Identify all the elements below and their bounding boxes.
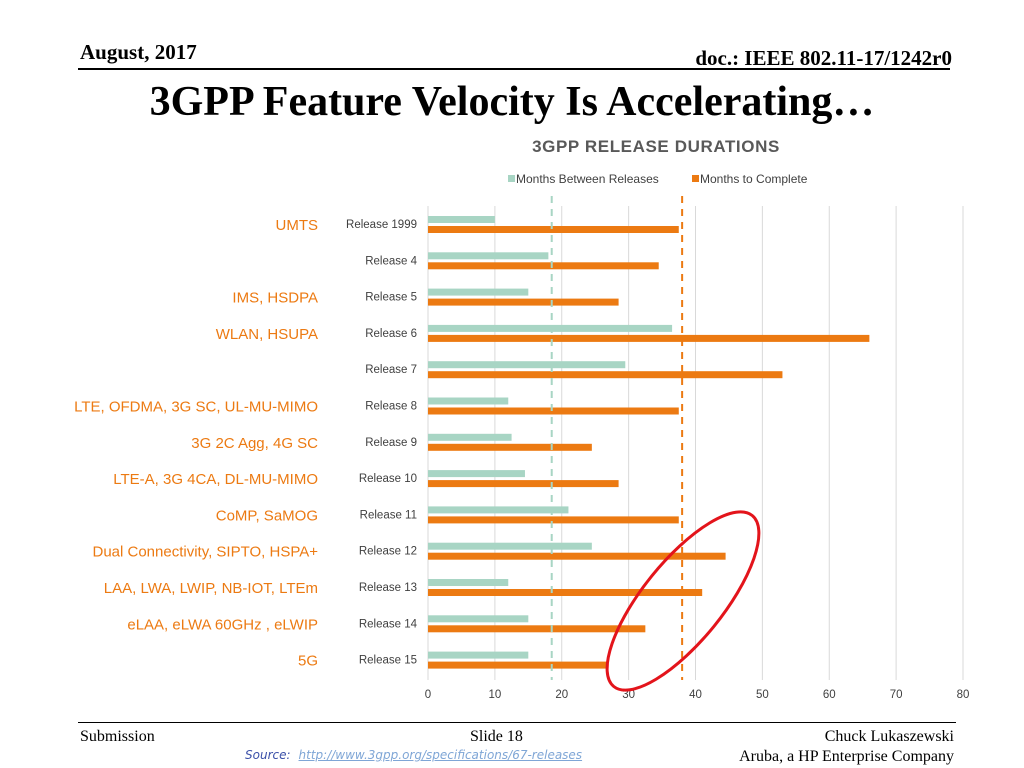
- category-label: Release 11: [360, 509, 417, 521]
- legend-swatch-complete: [692, 175, 699, 182]
- bar-complete: [428, 443, 592, 451]
- feature-label: LTE, OFDMA, 3G SC, UL-MU-MIMO: [74, 399, 318, 416]
- source-link[interactable]: http://www.3gpp.org/specifications/67-re…: [298, 748, 583, 762]
- feature-label: CoMP, SaMOG: [216, 507, 318, 524]
- feature-label: LAA, LWA, LWIP, NB-IOT, LTEm: [104, 580, 318, 597]
- legend-swatch-between: [508, 175, 515, 182]
- bar-between: [428, 397, 509, 405]
- x-tick-label: 0: [425, 689, 431, 701]
- category-label: Release 1999: [346, 219, 417, 231]
- category-label: Release 15: [359, 655, 417, 667]
- feature-label: 5G: [298, 653, 318, 670]
- category-label: Release 13: [359, 582, 417, 594]
- bar-between: [428, 216, 495, 223]
- legend-label-between: Months Between Releases: [516, 172, 659, 186]
- feature-label: LTE-A, 3G 4CA, DL-MU-MIMO: [113, 471, 318, 488]
- legend-label-complete: Months to Complete: [700, 172, 808, 186]
- feature-label: IMS, HSDPA: [232, 290, 318, 307]
- footer-slide-number: Slide 18: [470, 728, 523, 745]
- bar-between: [428, 651, 529, 659]
- x-tick-label: 30: [622, 689, 635, 701]
- bar-between: [428, 433, 512, 441]
- bar-complete: [428, 407, 679, 415]
- bar-between: [428, 470, 525, 478]
- x-tick-label: 50: [756, 689, 769, 701]
- bar-between: [428, 615, 529, 623]
- highlight-ellipse: [605, 510, 761, 692]
- x-tick-label: 10: [488, 689, 501, 701]
- footer-rule: [78, 722, 956, 723]
- feature-label: UMTS: [276, 217, 319, 234]
- bar-between: [428, 361, 626, 369]
- category-label: Release 14: [359, 618, 418, 630]
- category-label: Release 8: [365, 401, 417, 413]
- bar-complete: [428, 226, 679, 233]
- header-rule: [78, 68, 950, 70]
- bar-complete: [428, 298, 619, 306]
- feature-label: WLAN, HSUPA: [216, 326, 318, 343]
- bar-complete: [428, 625, 646, 633]
- category-label: Release 12: [359, 546, 417, 558]
- chart-title: 3GPP RELEASE DURATIONS: [532, 137, 780, 156]
- bar-between: [428, 579, 509, 586]
- footer-submission: Submission: [80, 728, 155, 745]
- x-tick-label: 70: [890, 689, 903, 701]
- footer-author: Chuck Lukaszewski: [824, 728, 954, 745]
- source-note: Source: http://www.3gpp.org/specification…: [245, 748, 582, 762]
- feature-label: Dual Connectivity, SIPTO, HSPA+: [92, 544, 318, 561]
- x-tick-label: 20: [555, 689, 568, 701]
- bar-complete: [428, 552, 726, 560]
- category-label: Release 7: [365, 364, 417, 376]
- bar-complete: [428, 661, 609, 669]
- bar-between: [428, 506, 569, 514]
- header-date: August, 2017: [80, 40, 197, 64]
- category-label: Release 5: [365, 292, 417, 304]
- header-doc-id: doc.: IEEE 802.11-17/1242r0: [695, 46, 952, 70]
- bar-complete: [428, 334, 870, 342]
- bar-complete: [428, 516, 679, 524]
- bar-between: [428, 288, 529, 296]
- bar-complete: [428, 371, 783, 379]
- x-tick-label: 80: [957, 689, 970, 701]
- feature-label: eLAA, eLWA 60GHz , eLWIP: [127, 616, 318, 633]
- x-tick-label: 60: [823, 689, 836, 701]
- bar-complete: [428, 589, 703, 596]
- feature-label: 3G 2C Agg, 4G SC: [191, 435, 318, 452]
- bar-complete: [428, 262, 659, 270]
- slide-title: 3GPP Feature Velocity Is Accelerating…: [149, 79, 875, 125]
- footer-company: Aruba, a HP Enterprise Company: [739, 748, 954, 765]
- bar-between: [428, 324, 673, 332]
- category-label: Release 10: [359, 473, 417, 485]
- bar-complete: [428, 480, 619, 488]
- bar-between: [428, 252, 549, 260]
- x-tick-label: 40: [689, 689, 702, 701]
- source-label: Source:: [245, 748, 291, 762]
- bar-between: [428, 542, 592, 550]
- category-label: Release 9: [365, 437, 417, 449]
- category-label: Release 6: [365, 328, 417, 340]
- category-label: Release 4: [365, 255, 417, 267]
